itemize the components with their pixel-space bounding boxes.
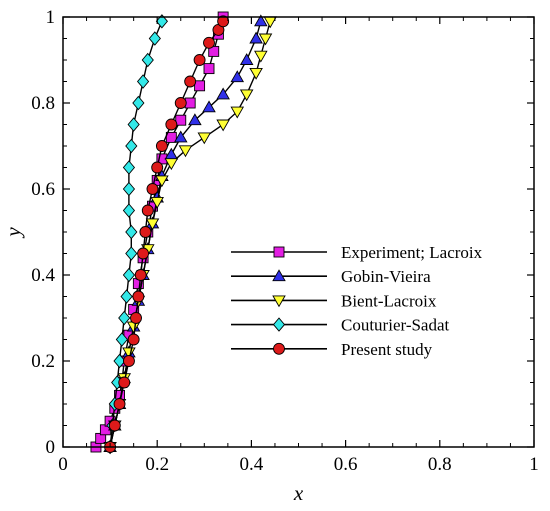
ticks-layer: 0 0.2 0.4 0.6 0.8 1 0 0.2 0.4 0.6 0.8 1 bbox=[31, 7, 539, 475]
data-point-couturier-sadat bbox=[155, 14, 168, 29]
data-point-bient-lacroix bbox=[249, 67, 263, 80]
x-axis-title: x bbox=[293, 481, 304, 505]
x-tick-label: 0.8 bbox=[428, 454, 452, 475]
legend-label: Couturier-Sadat bbox=[341, 316, 450, 335]
data-point-couturier-sadat bbox=[148, 31, 161, 46]
data-point-gobin-vieira bbox=[230, 70, 245, 83]
y-tick-label: 1 bbox=[46, 7, 56, 28]
data-point-bient-lacroix bbox=[122, 347, 136, 360]
data-point-present-study bbox=[217, 15, 230, 28]
data-point-present-study bbox=[113, 398, 126, 410]
data-point-bient-lacroix bbox=[197, 132, 212, 145]
data-point-present-study bbox=[108, 419, 121, 432]
data-point-present-study bbox=[174, 97, 187, 109]
data-point-present-study bbox=[151, 161, 164, 174]
data-point-couturier-sadat bbox=[125, 246, 138, 261]
data-point-bient-lacroix bbox=[216, 119, 230, 132]
legend-entry-present-study: Present study bbox=[231, 340, 433, 359]
legend-marker bbox=[272, 269, 286, 282]
data-point-gobin-vieira bbox=[254, 14, 268, 27]
data-point-gobin-vieira bbox=[239, 53, 254, 65]
legend-marker bbox=[273, 342, 285, 355]
data-point-couturier-sadat bbox=[122, 203, 136, 218]
data-point-gobin-vieira bbox=[188, 113, 202, 126]
data-point-present-study bbox=[184, 75, 197, 88]
data-point-couturier-sadat bbox=[125, 138, 138, 154]
data-point-present-study bbox=[193, 54, 206, 66]
y-axis-title: y bbox=[1, 227, 25, 239]
data-point-gobin-vieira bbox=[216, 87, 230, 100]
x-tick-label: 0.6 bbox=[334, 454, 358, 475]
data-point-present-study bbox=[203, 36, 215, 49]
series-couturier-sadat bbox=[104, 14, 168, 455]
data-point-bient-lacroix bbox=[230, 106, 245, 119]
data-point-couturier-sadat bbox=[122, 267, 136, 283]
legend-label: Gobin-Vieira bbox=[341, 267, 431, 286]
y-tick-label: 0.8 bbox=[31, 93, 55, 114]
legend-marker bbox=[272, 317, 286, 332]
data-point-couturier-sadat bbox=[118, 310, 131, 326]
data-point-couturier-sadat bbox=[115, 332, 128, 347]
y-tick-label: 0.2 bbox=[31, 351, 55, 372]
data-point-bient-lacroix bbox=[254, 50, 268, 63]
data-point-bient-lacroix bbox=[150, 196, 164, 209]
y-tick-label: 0.6 bbox=[31, 179, 55, 200]
legend-label: Experiment; Lacroix bbox=[341, 243, 483, 262]
data-point-present-study bbox=[137, 247, 150, 260]
legend-entry-bient-lacroix: Bient-Lacroix bbox=[231, 291, 437, 310]
data-point-present-study bbox=[122, 355, 135, 367]
data-point-bient-lacroix bbox=[164, 158, 179, 171]
data-point-couturier-sadat bbox=[136, 74, 150, 89]
series-experiment-lacroix bbox=[90, 11, 229, 453]
legend-label: Bient-Lacroix bbox=[341, 291, 437, 310]
data-point-couturier-sadat bbox=[125, 224, 138, 240]
series-line-present-study bbox=[109, 20, 224, 448]
legend-marker bbox=[272, 295, 286, 308]
data-point-present-study bbox=[127, 333, 140, 346]
data-point-gobin-vieira bbox=[202, 100, 216, 113]
data-point-present-study bbox=[155, 140, 168, 152]
data-point-gobin-vieira bbox=[173, 130, 188, 143]
data-point-present-study bbox=[118, 376, 131, 389]
series-present-study bbox=[104, 15, 230, 453]
data-point-couturier-sadat bbox=[141, 52, 154, 68]
legend-entry-experiment-lacroix: Experiment; Lacroix bbox=[231, 243, 483, 262]
x-tick-label: 0.4 bbox=[240, 454, 264, 475]
data-point-experiment-lacroix bbox=[203, 63, 215, 75]
data-point-couturier-sadat bbox=[113, 353, 126, 369]
data-point-present-study bbox=[134, 269, 147, 281]
data-point-couturier-sadat bbox=[127, 117, 140, 132]
data-point-present-study bbox=[132, 290, 145, 303]
data-point-bient-lacroix bbox=[258, 33, 273, 46]
data-point-gobin-vieira bbox=[249, 31, 263, 44]
legend: Experiment; Lacroix Gobin-Vieira Bient-Lac… bbox=[231, 243, 483, 359]
legend-marker bbox=[273, 246, 285, 258]
y-tick-label: 0 bbox=[46, 437, 56, 458]
data-point-present-study bbox=[141, 204, 154, 217]
data-point-present-study bbox=[130, 312, 142, 324]
data-point-present-study bbox=[165, 118, 178, 131]
data-point-bient-lacroix bbox=[145, 218, 160, 231]
x-tick-label: 0 bbox=[58, 454, 68, 475]
data-point-present-study bbox=[146, 183, 159, 195]
legend-label: Present study bbox=[341, 340, 433, 359]
data-point-couturier-sadat bbox=[122, 181, 136, 197]
data-point-couturier-sadat bbox=[132, 95, 145, 111]
legend-entry-gobin-vieira: Gobin-Vieira bbox=[231, 267, 431, 286]
data-point-bient-lacroix bbox=[155, 175, 169, 188]
x-tick-label: 1 bbox=[529, 454, 539, 475]
x-tick-label: 0.2 bbox=[145, 454, 169, 475]
data-point-present-study bbox=[139, 226, 152, 238]
data-point-couturier-sadat bbox=[120, 289, 133, 304]
data-point-bient-lacroix bbox=[178, 145, 193, 158]
legend-entry-couturier-sadat: Couturier-Sadat bbox=[231, 316, 450, 335]
data-point-bient-lacroix bbox=[239, 89, 254, 102]
data-point-experiment-lacroix bbox=[194, 80, 206, 92]
y-tick-label: 0.4 bbox=[31, 265, 55, 286]
data-point-experiment-lacroix bbox=[175, 114, 187, 126]
data-point-couturier-sadat bbox=[122, 160, 136, 175]
series-layer bbox=[90, 11, 278, 455]
